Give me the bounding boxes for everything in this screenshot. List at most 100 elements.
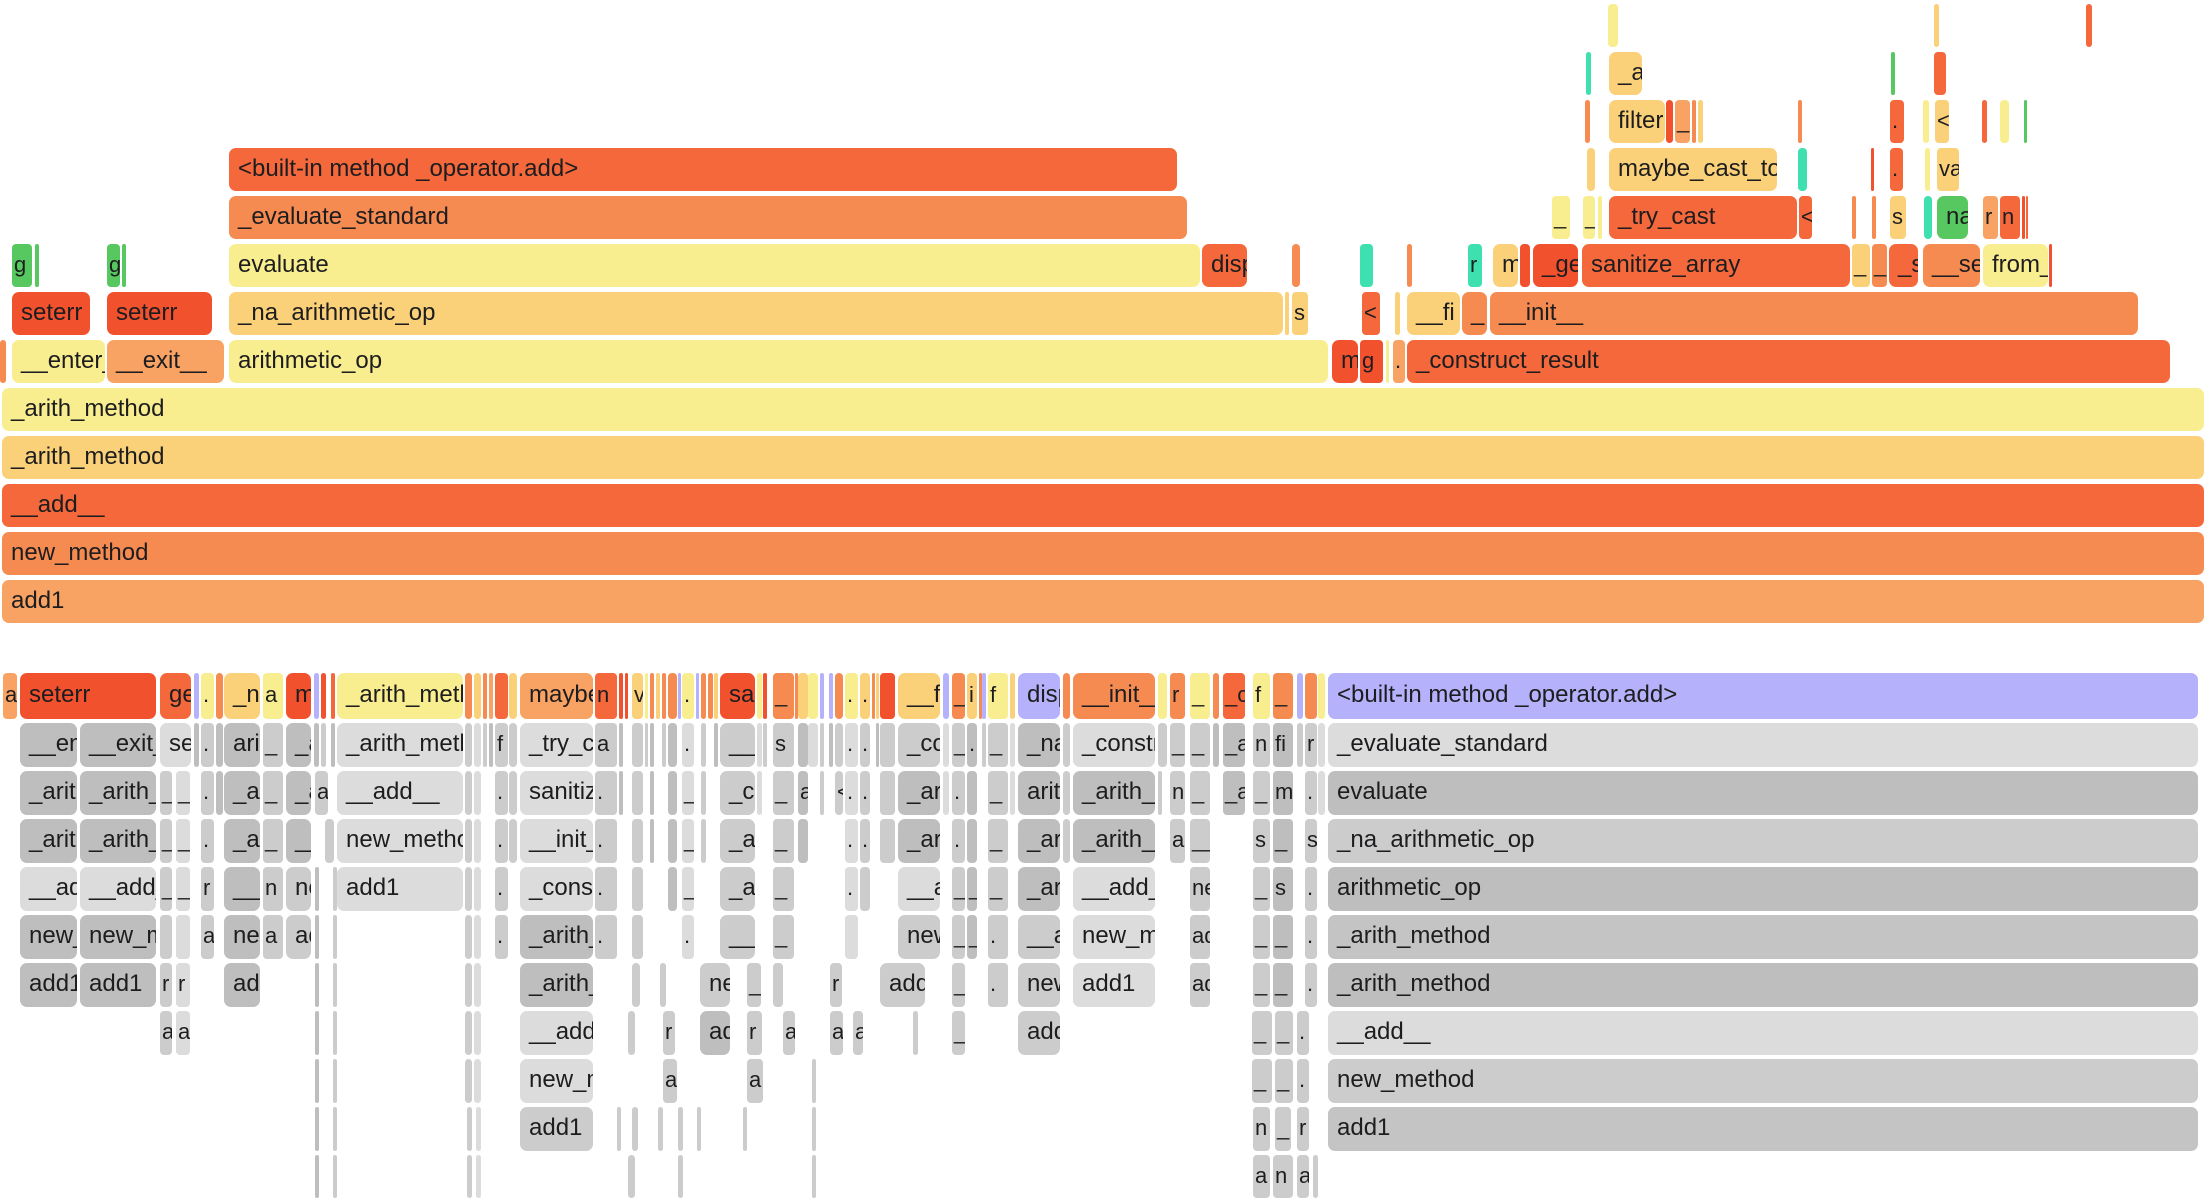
flame-frame[interactable]: _arith_method	[337, 723, 463, 767]
flame-frame[interactable]	[876, 723, 879, 767]
flame-frame[interactable]: _	[747, 963, 761, 1007]
flame-frame[interactable]: _	[1190, 771, 1210, 815]
flame-frame[interactable]: .	[1305, 915, 1317, 959]
flame-frame[interactable]: _	[176, 867, 190, 911]
flame-frame[interactable]	[467, 1107, 472, 1151]
flame-frame[interactable]: _	[1252, 1011, 1272, 1055]
flame-frame[interactable]: _	[773, 867, 794, 911]
flame-frame[interactable]: .	[845, 819, 858, 863]
flame-frame[interactable]: .	[845, 723, 858, 767]
flame-frame[interactable]: .	[860, 771, 870, 815]
flame-frame[interactable]: <	[1799, 196, 1812, 239]
flame-frame[interactable]: ge	[160, 673, 191, 719]
flame-frame[interactable]	[1934, 52, 1946, 95]
flame-frame[interactable]	[743, 1107, 747, 1151]
flame-frame[interactable]: arithmetic_op	[1328, 867, 2198, 911]
flame-frame[interactable]: __	[720, 723, 755, 767]
flame-frame[interactable]	[619, 723, 623, 767]
flame-frame[interactable]	[331, 723, 335, 767]
flame-frame[interactable]: __add__	[1018, 915, 1060, 959]
flame-frame[interactable]: .	[595, 915, 617, 959]
flame-frame[interactable]	[632, 1107, 638, 1151]
flame-frame[interactable]: _	[1273, 673, 1293, 719]
flame-frame[interactable]: .	[1305, 771, 1317, 815]
flame-frame[interactable]: _arith_method	[2, 388, 2204, 431]
flame-frame[interactable]	[315, 1059, 319, 1103]
flame-frame[interactable]	[662, 723, 666, 767]
flame-frame[interactable]: s	[1890, 196, 1906, 239]
flame-frame[interactable]: s	[1253, 819, 1270, 863]
flame-frame[interactable]: arithmetic_op	[224, 723, 260, 767]
flame-frame[interactable]: _	[1273, 963, 1293, 1007]
flame-frame[interactable]: r	[201, 867, 214, 911]
flame-frame[interactable]: new_method	[20, 915, 77, 959]
flame-frame[interactable]	[474, 963, 481, 1007]
flame-frame[interactable]	[314, 723, 319, 767]
flame-frame[interactable]: _	[1190, 723, 1210, 767]
flame-frame[interactable]: _	[773, 673, 794, 719]
flame-frame[interactable]: n	[263, 867, 283, 911]
flame-frame[interactable]	[763, 723, 767, 767]
flame-frame[interactable]: add1	[1018, 1011, 1060, 1055]
flame-frame[interactable]: r	[1170, 673, 1185, 719]
flame-frame[interactable]: _	[773, 915, 794, 959]
flame-frame[interactable]: add1	[520, 1107, 593, 1151]
flame-frame[interactable]	[509, 771, 517, 815]
flame-frame[interactable]: n	[595, 673, 617, 719]
flame-frame[interactable]: new_method	[337, 819, 463, 863]
flame-frame[interactable]: __add__	[520, 1011, 593, 1055]
flame-frame[interactable]: __add__	[2, 484, 2204, 527]
flame-frame[interactable]: maybe_cast_to	[1609, 148, 1777, 191]
flame-frame[interactable]	[668, 819, 677, 863]
flame-frame[interactable]	[495, 673, 508, 719]
flame-frame[interactable]	[632, 963, 640, 1007]
flame-frame[interactable]: n	[1170, 771, 1185, 815]
flame-frame[interactable]: add1	[337, 867, 463, 911]
flame-frame[interactable]: _construct_result	[1073, 723, 1155, 767]
flame-frame[interactable]: _arith_method	[80, 771, 156, 815]
flame-frame[interactable]: .	[952, 771, 965, 815]
flame-frame[interactable]	[465, 673, 472, 719]
flame-frame[interactable]	[474, 915, 481, 959]
flame-frame[interactable]: .	[201, 771, 214, 815]
flame-frame[interactable]	[678, 673, 681, 719]
flame-frame[interactable]: .	[967, 723, 977, 767]
flame-frame[interactable]: _	[1253, 963, 1270, 1007]
flame-frame[interactable]: _	[263, 723, 283, 767]
flame-frame[interactable]: from_	[1983, 244, 2048, 287]
flame-frame[interactable]: _	[1170, 723, 1185, 767]
flame-frame[interactable]	[808, 723, 818, 767]
flame-frame[interactable]: g	[107, 244, 120, 287]
flame-frame[interactable]: ad	[1190, 915, 1210, 959]
flame-frame[interactable]: __add__	[898, 867, 940, 911]
flame-frame[interactable]	[122, 244, 126, 287]
flame-frame[interactable]: va	[1937, 148, 1959, 191]
flame-frame[interactable]: _arith_method	[2, 436, 2204, 479]
flame-frame[interactable]	[2026, 196, 2028, 239]
flame-frame[interactable]	[333, 915, 337, 959]
flame-frame[interactable]: _a	[720, 867, 755, 911]
flame-frame[interactable]	[798, 673, 808, 719]
flame-frame[interactable]	[880, 819, 895, 863]
flame-frame[interactable]	[1587, 148, 1595, 191]
flame-frame[interactable]	[194, 723, 199, 767]
flame-frame[interactable]: n	[2000, 196, 2020, 239]
flame-frame[interactable]: _	[1552, 196, 1570, 239]
flame-frame[interactable]	[509, 723, 517, 767]
flame-frame[interactable]: _arith_method	[520, 915, 593, 959]
flame-frame[interactable]	[1213, 723, 1219, 767]
flame-frame[interactable]	[757, 723, 762, 767]
flame-frame[interactable]: r	[176, 963, 190, 1007]
flame-frame[interactable]: _	[1253, 771, 1270, 815]
flame-frame[interactable]: _arith_method	[1018, 867, 1060, 911]
flame-frame[interactable]: _	[1275, 1107, 1291, 1151]
flame-frame[interactable]	[632, 723, 643, 767]
flame-frame[interactable]	[1872, 196, 1876, 239]
flame-frame[interactable]: __add__	[80, 867, 156, 911]
flame-frame[interactable]: s	[1292, 292, 1308, 335]
flame-frame[interactable]: f	[495, 723, 508, 767]
flame-frame[interactable]: _	[988, 867, 1008, 911]
flame-frame[interactable]	[876, 673, 879, 719]
flame-frame[interactable]	[763, 673, 767, 719]
flame-frame[interactable]	[820, 771, 824, 815]
